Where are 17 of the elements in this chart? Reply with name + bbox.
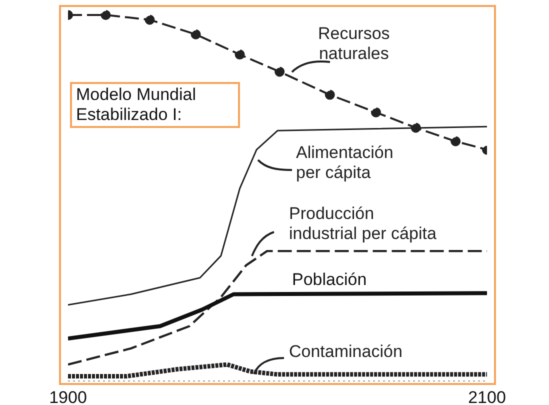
- series-label: Población: [292, 270, 367, 290]
- point: [234, 50, 245, 60]
- text: Modelo Mundial Estabilizado I:: [70, 82, 240, 128]
- series-label: Recursos naturales: [318, 24, 390, 64]
- point: [370, 107, 381, 118]
- point: [190, 29, 201, 40]
- point: [144, 14, 155, 25]
- point: [450, 136, 461, 146]
- series-label: Producción industrial per cápita: [289, 204, 436, 244]
- point: [410, 122, 421, 133]
- point: [100, 10, 111, 20]
- x-tick-label: 1900: [49, 388, 87, 405]
- x-tick-label: 2100: [468, 388, 506, 405]
- series-label: Contaminación: [289, 342, 402, 362]
- point: [324, 90, 335, 100]
- point: [274, 66, 285, 77]
- legend-label: Alimentación per cápita: [296, 143, 394, 183]
